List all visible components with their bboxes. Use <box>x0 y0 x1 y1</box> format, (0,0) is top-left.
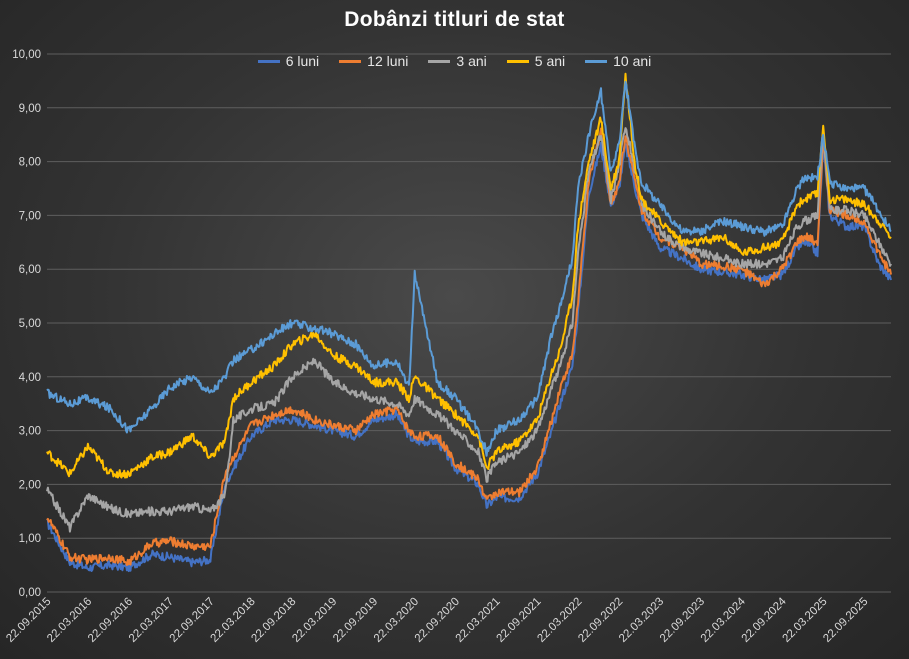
y-tick-label: 1,00 <box>19 533 41 545</box>
legend-label: 6 luni <box>285 53 320 69</box>
chart-title: Dobânzi titluri de stat <box>344 8 565 31</box>
legend-swatch <box>257 59 280 63</box>
legend-label: 12 luni <box>367 53 409 69</box>
y-tick-label: 8,00 <box>19 157 41 169</box>
legend-item: 5 ani <box>506 53 566 69</box>
series-line-10-ani <box>46 80 892 457</box>
y-tick-label: 5,00 <box>19 318 41 330</box>
y-tick-label: 10,00 <box>12 49 41 61</box>
legend-swatch <box>585 59 608 63</box>
series-line-3-ani <box>46 127 892 533</box>
series-line-6-luni <box>46 141 892 573</box>
legend-swatch <box>428 59 451 63</box>
series-line-5-ani <box>46 72 892 479</box>
legend-item: 10 ani <box>585 53 651 69</box>
legend-label: 10 ani <box>613 53 652 69</box>
y-tick-label: 9,00 <box>19 103 41 115</box>
legend-label: 3 ani <box>456 53 487 69</box>
y-tick-label: 6,00 <box>19 264 41 276</box>
y-tick-label: 7,00 <box>19 210 41 222</box>
y-tick-label: 4,00 <box>19 372 41 384</box>
legend-swatch <box>506 59 529 63</box>
y-tick-label: 0,00 <box>19 587 41 599</box>
series-line-12-luni <box>46 127 892 566</box>
legend-item: 6 luni <box>257 53 320 69</box>
legend-item: 12 luni <box>339 53 408 69</box>
y-tick-label: 2,00 <box>19 479 41 491</box>
y-tick-label: 3,00 <box>19 426 41 438</box>
x-tick-label: 22.09.2025 <box>821 596 870 645</box>
legend-label: 5 ani <box>534 53 566 69</box>
chart-legend: 6 luni 12 luni 3 ani 5 ani 10 ani <box>0 53 909 69</box>
legend-swatch <box>339 59 362 63</box>
legend-item: 3 ani <box>428 53 487 69</box>
